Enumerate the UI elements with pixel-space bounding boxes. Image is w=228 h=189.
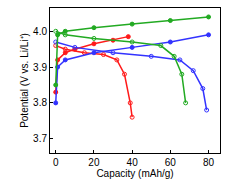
svg-text:Potential (V vs. Li/Li⁺): Potential (V vs. Li/Li⁺) [19,33,30,128]
svg-text:4.0: 4.0 [33,26,47,37]
svg-text:3.8: 3.8 [33,97,47,108]
svg-text:0: 0 [53,157,59,168]
svg-text:Capacity (mAh/g): Capacity (mAh/g) [96,168,173,179]
svg-text:80: 80 [203,157,215,168]
svg-text:3.9: 3.9 [33,62,47,73]
svg-text:20: 20 [88,157,100,168]
svg-text:40: 40 [127,157,139,168]
svg-text:3.7: 3.7 [33,133,47,144]
svg-text:60: 60 [165,157,177,168]
